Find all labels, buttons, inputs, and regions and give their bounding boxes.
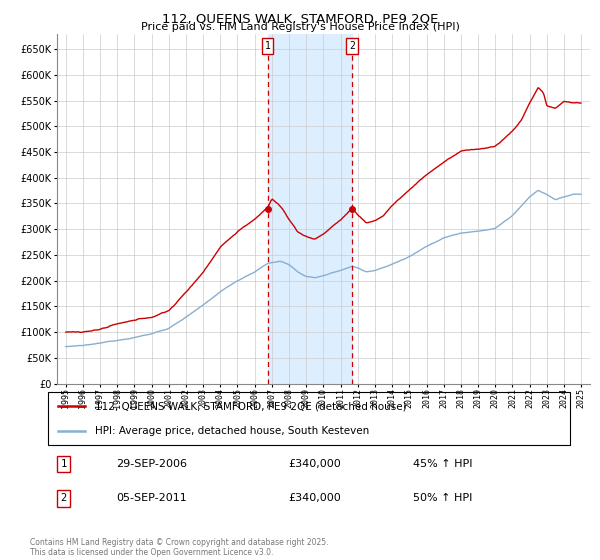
Text: 2: 2 [349,41,355,51]
Text: HPI: Average price, detached house, South Kesteven: HPI: Average price, detached house, Sout… [95,426,369,436]
Text: 112, QUEENS WALK, STAMFORD, PE9 2QE: 112, QUEENS WALK, STAMFORD, PE9 2QE [162,12,438,25]
Text: 112, QUEENS WALK, STAMFORD, PE9 2QE (detached house): 112, QUEENS WALK, STAMFORD, PE9 2QE (det… [95,402,407,412]
Text: 1: 1 [265,41,271,51]
Text: Price paid vs. HM Land Registry's House Price Index (HPI): Price paid vs. HM Land Registry's House … [140,22,460,32]
Text: 1: 1 [61,459,67,469]
Bar [268,34,352,384]
Text: 50% ↑ HPI: 50% ↑ HPI [413,493,473,503]
Text: £340,000: £340,000 [288,459,341,469]
Text: 2: 2 [61,493,67,503]
Text: 29-SEP-2006: 29-SEP-2006 [116,459,187,469]
Text: £340,000: £340,000 [288,493,341,503]
Text: 05-SEP-2011: 05-SEP-2011 [116,493,187,503]
Text: Contains HM Land Registry data © Crown copyright and database right 2025.
This d: Contains HM Land Registry data © Crown c… [30,538,329,557]
Text: 45% ↑ HPI: 45% ↑ HPI [413,459,473,469]
